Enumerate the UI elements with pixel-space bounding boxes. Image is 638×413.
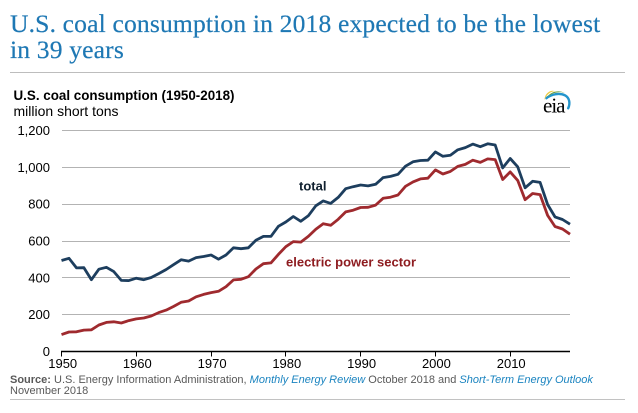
svg-text:eia: eia [543,94,566,118]
svg-text:400: 400 [28,270,50,285]
svg-text:0: 0 [43,344,50,359]
svg-text:1960: 1960 [123,356,152,371]
svg-text:1990: 1990 [347,356,376,371]
svg-text:electric power sector: electric power sector [286,255,416,270]
svg-text:600: 600 [28,234,50,249]
svg-text:2010: 2010 [497,356,526,371]
svg-text:1,200: 1,200 [17,123,50,138]
svg-text:200: 200 [28,307,50,322]
svg-text:1970: 1970 [198,356,227,371]
svg-text:2000: 2000 [422,356,451,371]
svg-text:1950: 1950 [48,356,77,371]
svg-text:total: total [299,179,326,194]
svg-text:800: 800 [28,197,50,212]
svg-text:1980: 1980 [272,356,301,371]
svg-text:1,000: 1,000 [17,160,50,175]
